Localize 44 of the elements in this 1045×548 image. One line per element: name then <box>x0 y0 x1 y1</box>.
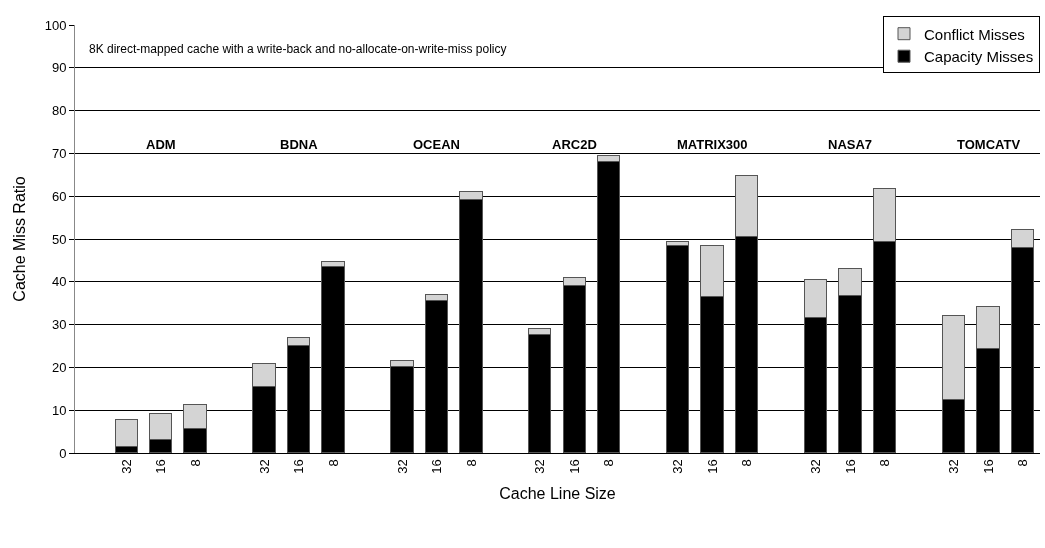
x-tick-label: 8 <box>1014 459 1030 467</box>
x-tick-label: 32 <box>808 459 824 474</box>
y-tick-label: 0 <box>59 445 67 461</box>
annotation: OCEAN <box>413 137 460 152</box>
annotation: ARC2D <box>552 137 597 152</box>
x-tick-label: 8 <box>877 459 893 467</box>
y-tick-label: 90 <box>51 60 67 76</box>
x-tick-label: 16 <box>566 459 582 474</box>
x-tick-label: 16 <box>291 459 307 474</box>
y-axis-title: Cache Miss Ratio <box>10 176 28 302</box>
x-tick-label: 8 <box>601 459 617 467</box>
y-tick-label: 40 <box>51 274 67 290</box>
x-tick-label: 32 <box>118 459 134 474</box>
annotation: TOMCATV <box>957 137 1021 152</box>
legend-label: Capacity Misses <box>924 48 1034 66</box>
y-tick-label: 80 <box>51 103 67 119</box>
annotation: ADM <box>146 137 176 152</box>
x-tick-label: 8 <box>739 459 755 467</box>
y-tick-label: 100 <box>44 17 67 33</box>
x-tick-label: 16 <box>153 459 169 474</box>
y-tick-label: 70 <box>51 145 67 161</box>
y-tick-label: 60 <box>51 188 67 204</box>
x-tick-label: 8 <box>463 459 479 467</box>
x-tick-label: 32 <box>394 459 410 474</box>
annotation: NASA7 <box>828 137 873 152</box>
annotation: BDNA <box>280 137 319 152</box>
x-tick-label: 8 <box>325 459 341 467</box>
legend-label: Conflict Misses <box>924 25 1025 43</box>
x-axis-title: Cache Line Size <box>499 485 616 503</box>
annotation: 8K direct-mapped cache with a write-back and no-allocate-on-write-miss policy <box>89 42 507 56</box>
annotation: MATRIX300 <box>677 137 748 152</box>
y-tick-label: 50 <box>51 231 67 247</box>
x-tick-label: 32 <box>670 459 686 474</box>
x-tick-label: 32 <box>256 459 272 474</box>
x-tick-label: 32 <box>532 459 548 474</box>
x-tick-label: 16 <box>704 459 720 474</box>
x-tick-label: 16 <box>429 459 445 474</box>
y-tick-label: 10 <box>51 402 67 418</box>
y-tick-label: 30 <box>51 317 67 333</box>
x-tick-label: 16 <box>842 459 858 474</box>
y-tick-label: 20 <box>51 359 67 375</box>
x-tick-label: 16 <box>980 459 996 474</box>
x-tick-label: 8 <box>187 459 203 467</box>
x-tick-label: 32 <box>946 459 962 474</box>
